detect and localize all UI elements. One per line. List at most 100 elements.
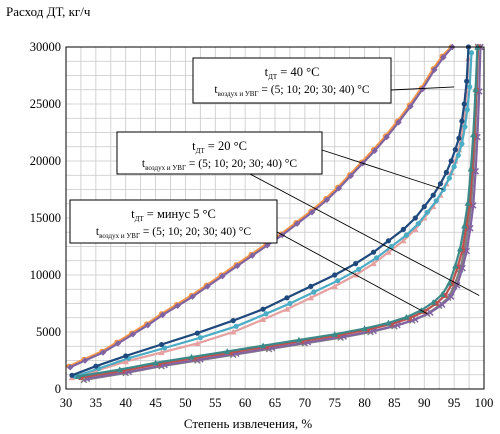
data-point (430, 192, 436, 198)
data-point (144, 321, 152, 329)
y-tick-label: 10000 (30, 268, 61, 282)
data-point (260, 306, 266, 312)
data-point (249, 252, 256, 259)
x-tick-label: 100 (475, 396, 494, 410)
data-point (230, 318, 236, 324)
data-point (419, 85, 426, 93)
x-tick-label: 90 (418, 396, 431, 410)
data-point (114, 340, 122, 347)
y-axis-title: Расход ДТ, кг/ч (6, 4, 91, 19)
x-tick-label: 30 (60, 396, 73, 410)
x-tick-label: 60 (239, 396, 252, 410)
data-point (335, 185, 343, 192)
annotation-leader-line (321, 149, 444, 190)
data-point (440, 54, 447, 61)
data-point (263, 344, 269, 350)
data-point (456, 135, 462, 141)
series-t20 (69, 44, 472, 378)
data-point (373, 255, 380, 261)
y-tick-label: 0 (55, 382, 61, 396)
data-point (120, 368, 126, 374)
data-point (442, 293, 448, 298)
y-tick-label: 25000 (30, 97, 61, 111)
data-point (347, 172, 355, 180)
data-point (204, 283, 211, 290)
y-tick-label: 20000 (30, 154, 61, 168)
data-point (93, 363, 99, 369)
data-point (224, 348, 231, 354)
x-tick-label: 75 (328, 396, 341, 410)
data-point (283, 306, 291, 312)
data-point (293, 220, 301, 227)
data-point (400, 237, 407, 244)
data-point (453, 281, 461, 289)
plot-border (65, 46, 485, 390)
data-point (259, 342, 267, 349)
data-point (191, 355, 197, 361)
data-point (459, 264, 466, 272)
data-point (467, 84, 473, 90)
data-point (81, 357, 89, 364)
data-point (230, 328, 237, 335)
data-point (159, 311, 166, 319)
annotations: tДТ = 40 °C tвоздух и УВГ = (5; 10; 20; 3… (69, 57, 480, 315)
data-point (361, 325, 368, 332)
data-point (129, 331, 137, 338)
data-point (439, 291, 446, 297)
data-point (123, 353, 129, 359)
data-point (116, 366, 123, 373)
data-point (335, 278, 341, 284)
data-point (389, 321, 394, 327)
data-point (323, 196, 331, 203)
data-point (385, 319, 392, 326)
data-point (332, 272, 338, 278)
data-point (331, 283, 338, 289)
data-point (424, 209, 430, 215)
data-point (452, 262, 459, 269)
y-tick-label: 15000 (30, 211, 61, 225)
annotation-line-1: tДТ = минус 5 °C (131, 207, 216, 223)
data-point (456, 245, 464, 252)
data-point (335, 333, 341, 338)
data-point (219, 272, 226, 280)
x-tick-label: 95 (448, 396, 461, 410)
data-point (406, 315, 412, 321)
x-tick-label: 35 (90, 396, 103, 410)
annotation-leader-line (276, 231, 428, 315)
data-point (403, 313, 410, 320)
data-point (468, 50, 475, 56)
annotation-leader-line (390, 86, 455, 91)
data-point (197, 335, 203, 341)
data-point (259, 316, 267, 323)
data-point (421, 309, 427, 314)
data-point (403, 232, 409, 238)
data-point (158, 349, 165, 356)
annotation-line-2: tвоздух и УВГ = (5; 10; 20; 30; 40) °C (214, 84, 369, 98)
data-point (467, 165, 475, 172)
data-point (437, 181, 444, 187)
data-point (385, 238, 392, 244)
data-point (400, 226, 406, 232)
annotation-box (116, 131, 323, 175)
data-point (464, 199, 472, 206)
data-point (446, 279, 453, 286)
data-point (462, 124, 468, 130)
data-point (69, 372, 75, 378)
data-point (331, 331, 338, 337)
data-point (448, 158, 454, 164)
data-point (447, 293, 455, 300)
data-point (287, 300, 293, 307)
annotation-box (192, 57, 392, 104)
data-point (433, 301, 439, 306)
x-axis-title: Степень извлечения, % (184, 416, 313, 431)
tick-labels: 30 35 40 45 50 55 60 65 70 75 80 85 90 95 100 0 5000 1000… (30, 40, 494, 410)
data-point (233, 323, 239, 329)
annotation-line-1: tДТ = 40 °C (265, 65, 320, 81)
y-tick-label: 30000 (30, 40, 61, 54)
data-point (158, 341, 165, 348)
x-tick-label: 65 (269, 396, 282, 410)
data-point (470, 131, 477, 138)
data-point (263, 311, 269, 317)
x-tick-label: 85 (388, 396, 401, 410)
y-tick-label: 5000 (36, 325, 61, 339)
